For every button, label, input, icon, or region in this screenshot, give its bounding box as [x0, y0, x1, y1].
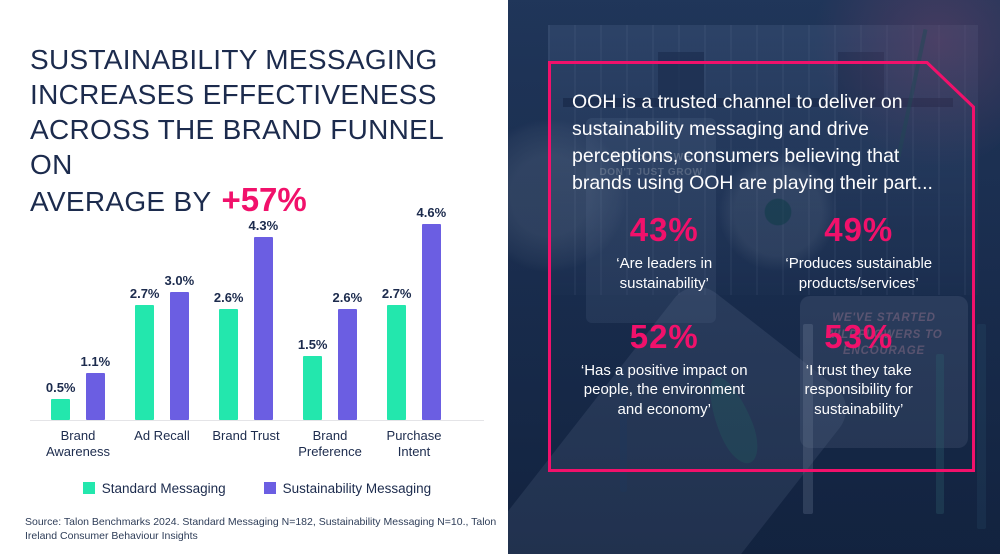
bar-value-label: 2.7% [129, 285, 160, 301]
left-panel: SUSTAINABILITY MESSAGING INCREASES EFFEC… [25, 42, 497, 542]
stat-leaders: 43% ‘Are leaders in sustainability’ [572, 211, 757, 294]
title-line: ACROSS THE BRAND FUNNEL ON [30, 114, 443, 180]
bar-group: 0.5% 1.1% [36, 354, 120, 420]
stat-products: 49% ‘Produces sustainable products/servi… [767, 211, 952, 294]
bar-value-label: 4.6% [416, 205, 447, 220]
title-prefix: AVERAGE BY [30, 186, 212, 217]
legend-label-standard: Standard Messaging [101, 480, 226, 496]
stat-label: ‘Has a positive impact on people, the en… [580, 361, 748, 419]
x-axis-label: Brand Trust [212, 428, 280, 443]
source-note: Source: Talon Benchmarks 2024. Standard … [25, 515, 497, 542]
bar [135, 304, 155, 420]
bar [85, 373, 105, 420]
bar-group: 2.7% 4.6% [372, 205, 456, 420]
stat-box-border [548, 61, 975, 472]
bar-wrap: 2.7% [130, 286, 160, 420]
bar [219, 309, 239, 420]
bar-wrap: 3.0% [164, 273, 195, 420]
bar-value-label: 2.6% [332, 290, 363, 306]
stat-value: 53% [824, 317, 894, 355]
legend-swatch-standard [82, 482, 95, 494]
chart-plot-area: 0.5% 1.1% 2.7% 3.0% 2.6% 4.3% 1.5% 2.6% 2.7% 4.6% [30, 200, 484, 421]
bar [421, 224, 441, 420]
bar [51, 398, 71, 420]
stat-impact: 52% ‘Has a positive impact on people, th… [572, 318, 757, 420]
stat-label: ‘I trust they take responsibility for su… [804, 361, 913, 419]
bar [253, 236, 273, 420]
stat-value: 43% [629, 211, 699, 248]
x-axis-label: Brand Preference [298, 428, 362, 460]
title-line-last: AVERAGE BY +57% [30, 182, 490, 219]
bar-wrap: 1.1% [80, 354, 111, 420]
x-axis-label: Ad Recall [134, 428, 190, 443]
bar-value-label: 1.5% [297, 337, 328, 353]
bar-wrap: 2.6% [332, 290, 363, 420]
bar-value-label: 4.3% [248, 217, 279, 233]
bar-value-label: 1.1% [80, 354, 111, 370]
x-axis-label: Brand Awareness [45, 428, 111, 460]
stat-box: OOH is a trusted channel to deliver on s… [548, 61, 975, 472]
bar-value-label: 2.6% [213, 290, 244, 306]
bar-chart: 0.5% 1.1% 2.7% 3.0% 2.6% 4.3% 1.5% 2.6% 2.7% 4.6%… [30, 200, 484, 496]
bar-group: 2.6% 4.3% [204, 218, 288, 420]
bar [337, 309, 357, 420]
legend-item-sustainability: Sustainability Messaging [263, 480, 432, 496]
title-line: SUSTAINABILITY MESSAGING [30, 44, 438, 75]
title-accent-percentage: +57% [221, 181, 307, 218]
intro-text: OOH is a trusted channel to deliver on s… [572, 91, 933, 194]
bar-value-label: 0.5% [45, 379, 76, 395]
stat-responsibility: 53% ‘I trust they take responsibility fo… [767, 318, 952, 420]
title-line: INCREASES EFFECTIVENESS [30, 79, 437, 110]
chart-legend: Standard Messaging Sustainability Messag… [30, 481, 484, 496]
bar [303, 356, 323, 420]
legend-item-standard: Standard Messaging [82, 480, 226, 496]
bar-value-label: 2.7% [381, 285, 412, 301]
stat-value: 49% [824, 211, 894, 248]
legend-swatch-sustainability [263, 482, 276, 494]
bar-wrap: 4.6% [416, 205, 447, 420]
bar-wrap: 0.5% [46, 380, 76, 420]
x-axis-label: Purchase Intent [386, 428, 442, 460]
background-post [977, 324, 986, 529]
bar-wrap: 2.7% [382, 286, 412, 420]
bar-wrap: 2.6% [214, 290, 244, 420]
stat-label: ‘Are leaders in sustainability’ [616, 255, 713, 292]
stats-grid: 43% ‘Are leaders in sustainability’ 49% … [572, 211, 951, 420]
right-panel: AT McCAIN WE DON'T JUST GROW WE'VE START… [508, 0, 1000, 554]
x-axis-labels: Brand Awareness Ad Recall Brand Trust Brand… [30, 428, 484, 461]
stat-label: ‘Produces sustainable products/services’ [785, 255, 933, 292]
bar-group: 1.5% 2.6% [288, 290, 372, 420]
bar-wrap: 4.3% [248, 217, 279, 420]
bar-value-label: 3.0% [164, 273, 195, 289]
bar-group: 2.7% 3.0% [120, 273, 204, 420]
page-title: SUSTAINABILITY MESSAGING INCREASES EFFEC… [30, 42, 490, 219]
bar-wrap: 1.5% [298, 337, 328, 420]
bar [169, 292, 189, 420]
bar [387, 304, 407, 420]
stat-value: 52% [629, 317, 699, 355]
legend-label-sustainability: Sustainability Messaging [282, 480, 432, 496]
